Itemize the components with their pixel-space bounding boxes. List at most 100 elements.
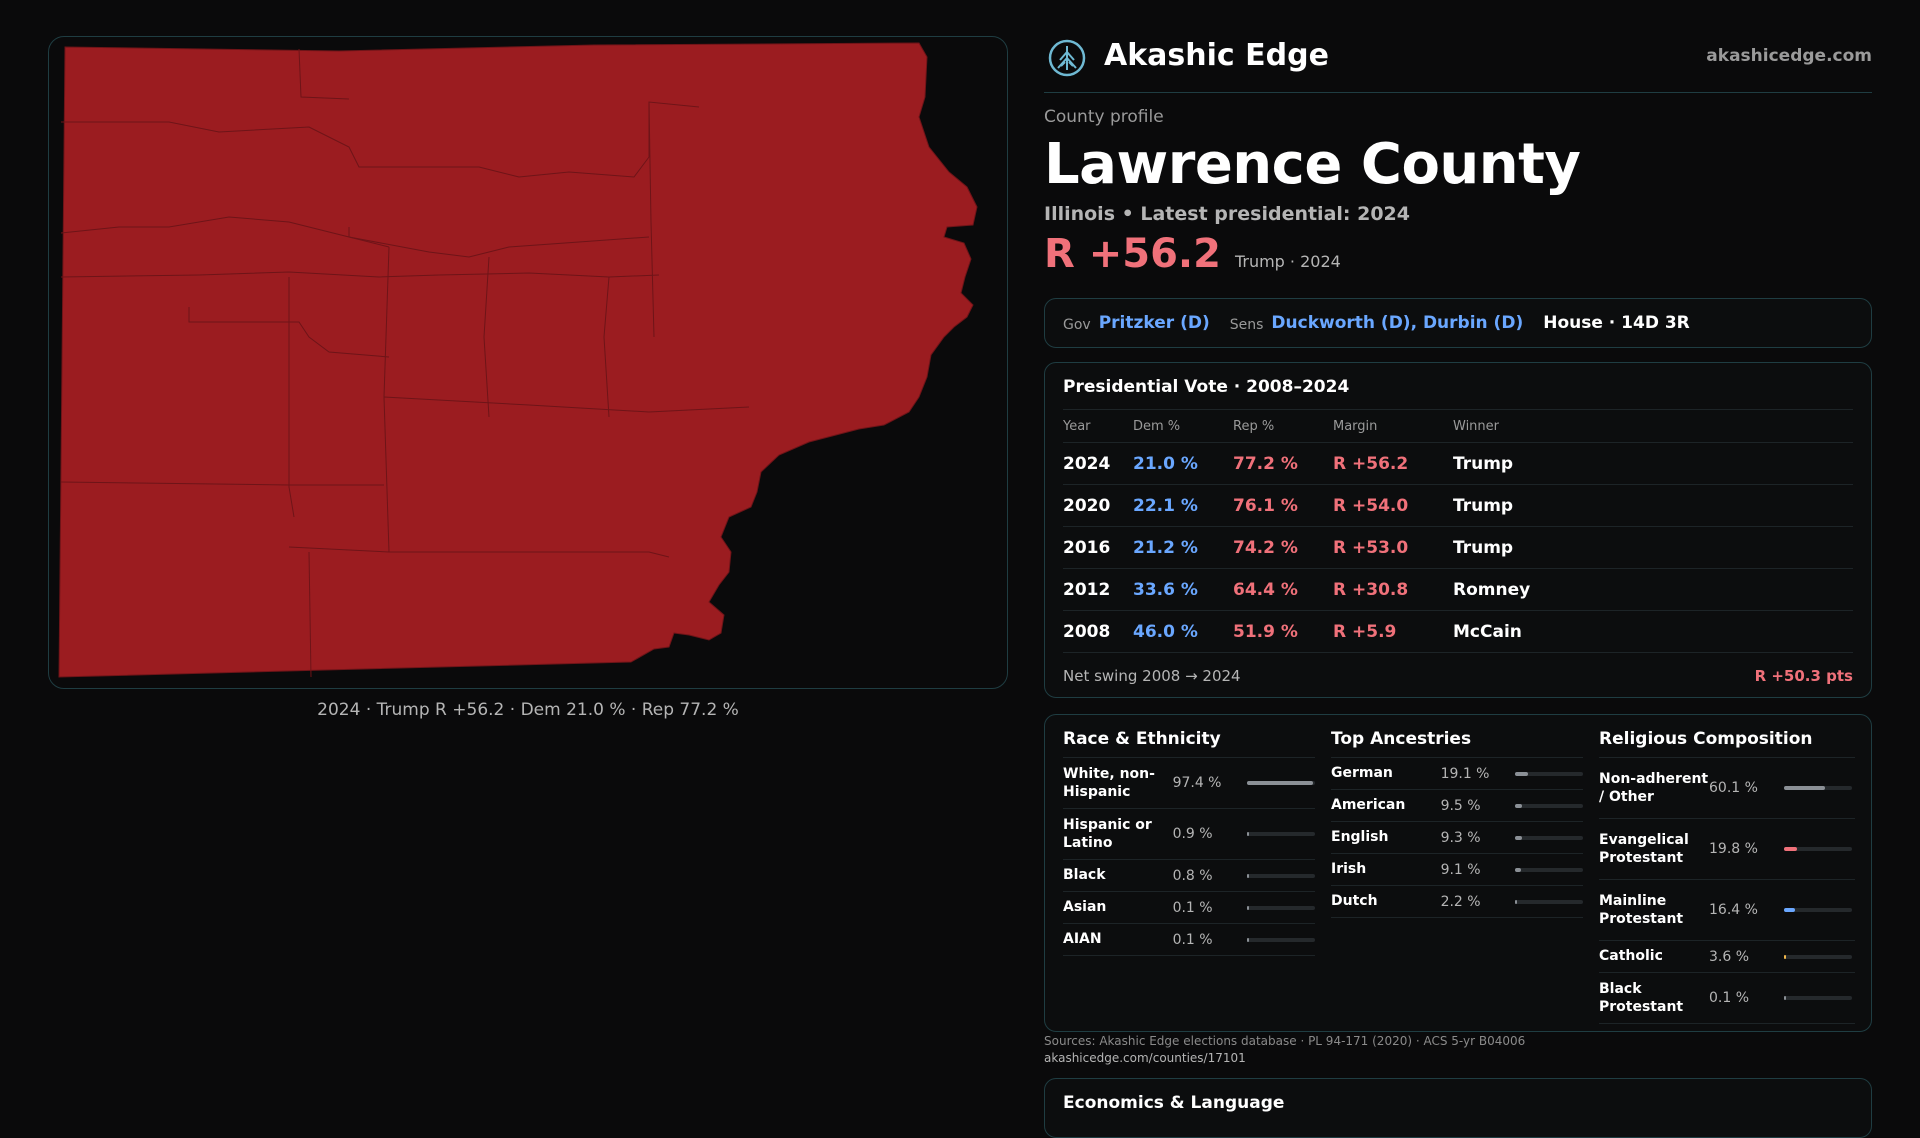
sources-note: Sources: Akashic Edge elections database… bbox=[1044, 1034, 1525, 1065]
religion-share-bar bbox=[1784, 996, 1852, 1000]
dem-share-cell: 33.6 % bbox=[1133, 579, 1198, 600]
col-rep: Rep % bbox=[1233, 418, 1275, 434]
ancestry-share-bar bbox=[1515, 899, 1583, 904]
page-title: Lawrence County bbox=[1044, 132, 1581, 197]
economics-language-title: Economics & Language bbox=[1063, 1093, 1285, 1113]
list-item: Irish 9.1 % bbox=[1331, 854, 1583, 886]
demographics-card: Race & Ethnicity White, non-Hispanic 97.4… bbox=[1044, 714, 1872, 1032]
list-item: Hispanic or Latino 0.9 % bbox=[1063, 809, 1315, 860]
county-map-shape bbox=[58, 42, 978, 678]
ancestries-section: Top Ancestries German 19.1 % American 9.5 %… bbox=[1331, 715, 1583, 918]
religion-section: Religious Composition Non-adherent / Oth… bbox=[1599, 715, 1855, 1024]
religion-label: Mainline Protestant bbox=[1599, 892, 1684, 927]
religion-share-bar bbox=[1784, 954, 1852, 959]
list-item: American 9.5 % bbox=[1331, 790, 1583, 822]
table-row[interactable]: 2020 22.1 % 76.1 % R +54.0 Trump bbox=[1063, 485, 1853, 527]
table-row[interactable]: 2008 46.0 % 51.9 % R +5.9 McCain bbox=[1063, 611, 1853, 653]
ancestry-share-fill bbox=[1515, 803, 1522, 808]
winner-cell: Trump bbox=[1453, 495, 1514, 516]
site-url[interactable]: akashicedge.com bbox=[1706, 46, 1872, 66]
col-winner: Winner bbox=[1453, 418, 1500, 434]
county-map[interactable] bbox=[48, 36, 1008, 689]
ancestry-label: Dutch bbox=[1331, 893, 1378, 910]
ancestry-share-bar bbox=[1515, 771, 1583, 776]
sources-text: Sources: Akashic Edge elections database… bbox=[1044, 1034, 1526, 1048]
rep-share-cell: 64.4 % bbox=[1233, 579, 1298, 600]
religion-share-bar bbox=[1784, 786, 1852, 790]
county-outline[interactable] bbox=[58, 42, 978, 678]
ancestry-share-fill bbox=[1515, 899, 1518, 904]
col-margin: Margin bbox=[1333, 418, 1378, 434]
list-item: English 9.3 % bbox=[1331, 822, 1583, 854]
list-item: Catholic 3.6 % bbox=[1599, 941, 1855, 973]
race-label: AIAN bbox=[1063, 931, 1102, 948]
ancestry-share-bar bbox=[1515, 803, 1583, 808]
tree-emblem-icon[interactable] bbox=[1047, 38, 1087, 78]
rep-share-cell: 77.2 % bbox=[1233, 453, 1298, 474]
race-share-fill bbox=[1247, 873, 1250, 878]
winner-cell: Trump bbox=[1453, 537, 1514, 558]
religion-label: Evangelical Protestant bbox=[1599, 831, 1689, 866]
brand-name[interactable]: Akashic Edge bbox=[1104, 38, 1329, 73]
race-label: Black bbox=[1063, 867, 1106, 884]
ancestry-share-fill bbox=[1515, 771, 1529, 776]
ancestry-share-bar bbox=[1515, 867, 1583, 872]
dem-share-cell: 22.1 % bbox=[1133, 495, 1198, 516]
map-caption: 2024 · Trump R +56.2 · Dem 21.0 % · Rep … bbox=[317, 700, 739, 720]
year-cell: 2012 bbox=[1063, 579, 1111, 600]
race-share-bar bbox=[1247, 781, 1315, 785]
race-share-bar bbox=[1247, 905, 1315, 910]
table-row[interactable]: 2016 21.2 % 74.2 % R +53.0 Trump bbox=[1063, 527, 1853, 569]
net-swing-label: Net swing 2008 → 2024 bbox=[1063, 667, 1241, 685]
list-item: Dutch 2.2 % bbox=[1331, 886, 1583, 918]
race-label: Hispanic or Latino bbox=[1063, 816, 1152, 851]
list-item: Non-adherent / Other 60.1 % bbox=[1599, 758, 1855, 819]
list-item: White, non-Hispanic 97.4 % bbox=[1063, 758, 1315, 809]
senators-names[interactable]: Duckworth (D), Durbin (D) bbox=[1271, 313, 1524, 333]
religion-share-bar bbox=[1784, 908, 1852, 912]
margin-cell: R +5.9 bbox=[1333, 621, 1397, 642]
officials-card: Gov Pritzker (D) Sens Duckworth (D), Dur… bbox=[1044, 298, 1872, 348]
race-share-fill bbox=[1247, 905, 1250, 910]
table-row[interactable]: 2024 21.0 % 77.2 % R +56.2 Trump bbox=[1063, 443, 1853, 485]
religion-share-fill bbox=[1784, 908, 1796, 912]
religion-share-fill bbox=[1784, 954, 1787, 959]
ancestry-label: American bbox=[1331, 797, 1406, 814]
religion-share-fill bbox=[1784, 847, 1798, 851]
economics-language-card: Economics & Language bbox=[1044, 1078, 1872, 1138]
governor-name[interactable]: Pritzker (D) bbox=[1098, 313, 1210, 333]
winner-cell: McCain bbox=[1453, 621, 1522, 642]
religion-value: 60.1 % bbox=[1709, 780, 1758, 796]
race-share-bar bbox=[1247, 937, 1315, 942]
profile-subline: Illinois • Latest presidential: 2024 bbox=[1044, 203, 1411, 226]
ancestry-share-fill bbox=[1515, 835, 1522, 840]
permalink[interactable]: akashicedge.com/counties/17101 bbox=[1044, 1051, 1246, 1065]
margin-cell: R +30.8 bbox=[1333, 579, 1409, 600]
religion-value: 16.4 % bbox=[1709, 902, 1758, 918]
race-ethnicity-title: Race & Ethnicity bbox=[1063, 729, 1315, 758]
religion-share-fill bbox=[1784, 786, 1825, 790]
religion-share-fill bbox=[1784, 996, 1786, 1000]
net-swing-value: R +50.3 pts bbox=[1754, 667, 1853, 685]
list-item: Asian 0.1 % bbox=[1063, 892, 1315, 924]
presidential-vote-card: Presidential Vote · 2008–2024 Year Dem %… bbox=[1044, 362, 1872, 698]
race-value: 97.4 % bbox=[1172, 775, 1222, 791]
year-cell: 2020 bbox=[1063, 495, 1111, 516]
profile-kicker: County profile bbox=[1044, 107, 1164, 127]
ancestry-share-fill bbox=[1515, 867, 1522, 872]
ancestry-label: Irish bbox=[1331, 861, 1367, 878]
religion-title: Religious Composition bbox=[1599, 729, 1855, 758]
margin-cell: R +53.0 bbox=[1333, 537, 1409, 558]
ancestry-value: 9.5 % bbox=[1440, 797, 1481, 814]
race-value: 0.1 % bbox=[1172, 899, 1213, 916]
dem-share-cell: 21.2 % bbox=[1133, 537, 1198, 558]
headline-margin-note: Trump · 2024 bbox=[1234, 252, 1341, 272]
net-swing: Net swing 2008 → 2024 R +50.3 pts bbox=[1063, 667, 1853, 685]
list-item: AIAN 0.1 % bbox=[1063, 924, 1315, 956]
margin-cell: R +56.2 bbox=[1333, 453, 1409, 474]
rep-share-cell: 76.1 % bbox=[1233, 495, 1298, 516]
ancestry-label: German bbox=[1331, 765, 1393, 782]
year-cell: 2016 bbox=[1063, 537, 1111, 558]
table-row[interactable]: 2012 33.6 % 64.4 % R +30.8 Romney bbox=[1063, 569, 1853, 611]
presidential-vote-title: Presidential Vote · 2008–2024 bbox=[1063, 377, 1853, 410]
